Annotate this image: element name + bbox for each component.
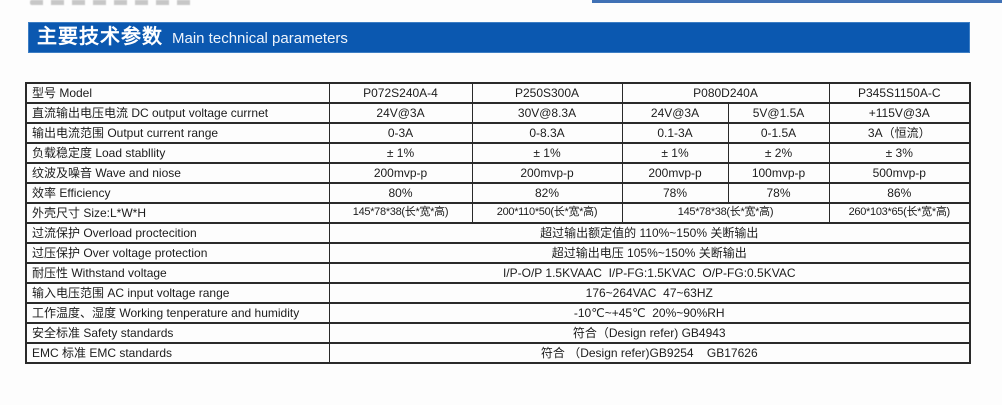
- cell-model-1: P072S240A-4: [328, 82, 473, 104]
- table-row-overvoltage: 过压保护 Over voltage protection 超过输出电压 105%…: [25, 242, 971, 264]
- table-row-ripple-noise: 纹波及噪音 Wave and niose 200mvp-p 200mvp-p 2…: [25, 162, 971, 184]
- row-label-efficiency: 效率 Efficiency: [25, 182, 330, 204]
- cell-ripple-noise-2: 200mvp-p: [471, 162, 623, 184]
- cell-current-range-2: 0-8.3A: [471, 122, 623, 144]
- cell-ripple-noise-4: 500mvp-p: [828, 162, 971, 184]
- cell-size-3: 145*78*38(长*宽*高): [621, 202, 830, 224]
- cell-load-stability-2: ± 1%: [471, 142, 623, 164]
- cell-current-range-1: 0-3A: [328, 122, 473, 144]
- section-title-en: Main technical parameters: [172, 30, 348, 47]
- cell-ripple-noise-1: 200mvp-p: [328, 162, 473, 184]
- cell-overvoltage-value: 超过输出电压 105%~150% 关断输出: [328, 242, 971, 264]
- row-label-ac-input: 输入电压范围 AC input voltage range: [25, 282, 330, 304]
- parameters-table-container: 型号 Model P072S240A-4 P250S300A P080D240A…: [25, 82, 971, 364]
- cell-load-stability-3b: ± 2%: [727, 142, 830, 164]
- cell-dc-output-3a: 24V@3A: [621, 102, 729, 124]
- table-row-overload: 过流保护 Overload proctecition 超过输出额定值的 110%…: [25, 222, 971, 244]
- row-label-withstand: 耐压性 Withstand voltage: [25, 262, 330, 284]
- table-row-efficiency: 效率 Efficiency 80% 82% 78% 78% 86%: [25, 182, 971, 204]
- cell-dc-output-3b: 5V@1.5A: [727, 102, 830, 124]
- section-title-zh: 主要技术参数: [37, 26, 163, 48]
- table-row-ac-input: 输入电压范围 AC input voltage range 176~264VAC…: [25, 282, 971, 304]
- cell-dc-output-4: +115V@3A: [828, 102, 971, 124]
- row-label-working-temp: 工作温度、湿度 Working tenperature and humidity: [25, 302, 330, 324]
- cell-withstand-value: I/P-O/P 1.5KVAAC I/P-FG:1.5KVAC O/P-FG:0…: [328, 262, 971, 284]
- cell-model-2: P250S300A: [471, 82, 623, 104]
- cell-load-stability-1: ± 1%: [328, 142, 473, 164]
- cell-working-temp-value: -10℃~+45℃ 20%~90%RH: [328, 302, 971, 324]
- table-row-load-stability: 负载稳定度 Load stabllity ± 1% ± 1% ± 1% ± 2%…: [25, 142, 971, 164]
- cell-efficiency-1: 80%: [328, 182, 473, 204]
- row-label-load-stability: 负载稳定度 Load stabllity: [25, 142, 330, 164]
- cell-model-4: P345S1150A-C: [828, 82, 971, 104]
- cell-emc-value: 符合 （Design refer)GB9254 GB17626: [328, 342, 971, 364]
- cell-size-1: 145*78*38(长*宽*高): [328, 202, 473, 224]
- cell-ripple-noise-3b: 100mvp-p: [727, 162, 830, 184]
- cell-load-stability-4: ± 3%: [828, 142, 971, 164]
- table-row-current-range: 输出电流范围 Output current range 0-3A 0-8.3A …: [25, 122, 971, 144]
- cell-current-range-4: 3A（恒流）: [828, 122, 971, 144]
- cell-current-range-3b: 0-1.5A: [727, 122, 830, 144]
- cell-size-4: 260*103*65(长*宽*高): [828, 202, 971, 224]
- table-row-model: 型号 Model P072S240A-4 P250S300A P080D240A…: [25, 82, 971, 104]
- row-label-overload: 过流保护 Overload proctecition: [25, 222, 330, 244]
- cell-efficiency-2: 82%: [471, 182, 623, 204]
- row-label-emc: EMC 标准 EMC standards: [25, 342, 330, 364]
- cropped-content-remnant-left: [30, 0, 192, 5]
- cell-overload-value: 超过输出额定值的 110%~150% 关断输出: [328, 222, 971, 244]
- cell-load-stability-3a: ± 1%: [621, 142, 729, 164]
- cell-dc-output-1: 24V@3A: [328, 102, 473, 124]
- table-row-size: 外壳尺寸 Size:L*W*H 145*78*38(长*宽*高) 200*110…: [25, 202, 971, 224]
- row-label-current-range: 输出电流范围 Output current range: [25, 122, 330, 144]
- table-row-withstand: 耐压性 Withstand voltage I/P-O/P 1.5KVAAC I…: [25, 262, 971, 284]
- cell-efficiency-4: 86%: [828, 182, 971, 204]
- cell-efficiency-3b: 78%: [727, 182, 830, 204]
- cropped-content-remnant-right: [592, 0, 1002, 3]
- cell-ripple-noise-3a: 200mvp-p: [621, 162, 729, 184]
- parameters-table: 型号 Model P072S240A-4 P250S300A P080D240A…: [25, 82, 971, 364]
- table-row-emc: EMC 标准 EMC standards 符合 （Design refer)GB…: [25, 342, 971, 364]
- table-row-safety: 安全标准 Safety standards 符合（Design refer) G…: [25, 322, 971, 344]
- cell-efficiency-3a: 78%: [621, 182, 729, 204]
- cell-model-3: P080D240A: [621, 82, 830, 104]
- row-label-size: 外壳尺寸 Size:L*W*H: [25, 202, 330, 224]
- table-row-working-temp: 工作温度、湿度 Working tenperature and humidity…: [25, 302, 971, 324]
- row-label-dc-output: 直流输出电压电流 DC output voltage currnet: [25, 102, 330, 124]
- row-label-overvoltage: 过压保护 Over voltage protection: [25, 242, 330, 264]
- cell-safety-value: 符合（Design refer) GB4943: [328, 322, 971, 344]
- cell-current-range-3a: 0.1-3A: [621, 122, 729, 144]
- cell-ac-input-value: 176~264VAC 47~63HZ: [328, 282, 971, 304]
- row-label-model: 型号 Model: [25, 82, 330, 104]
- cell-dc-output-2: 30V@8.3A: [471, 102, 623, 124]
- row-label-ripple-noise: 纹波及噪音 Wave and niose: [25, 162, 330, 184]
- row-label-safety: 安全标准 Safety standards: [25, 322, 330, 344]
- section-header-bar: 主要技术参数 Main technical parameters: [28, 22, 970, 53]
- cell-size-2: 200*110*50(长*宽*高): [471, 202, 623, 224]
- table-row-dc-output: 直流输出电压电流 DC output voltage currnet 24V@3…: [25, 102, 971, 124]
